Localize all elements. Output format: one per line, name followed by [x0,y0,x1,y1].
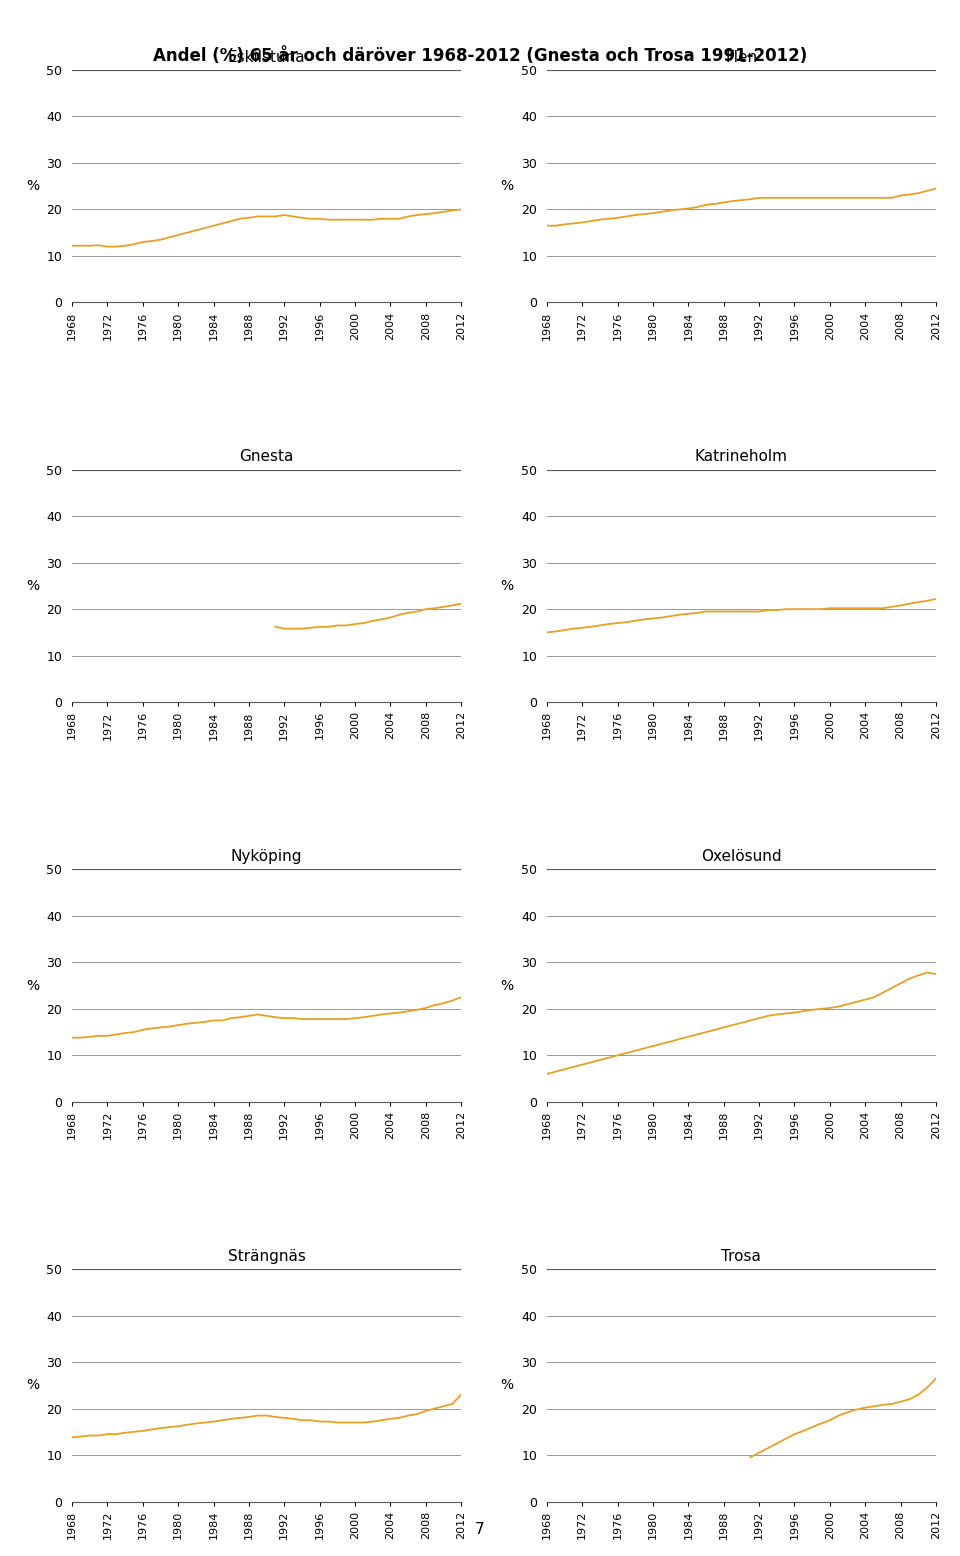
Y-axis label: %: % [500,979,514,993]
Y-axis label: %: % [500,179,514,193]
Y-axis label: %: % [26,179,39,193]
Title: Oxelösund: Oxelösund [701,850,781,864]
Y-axis label: %: % [500,1379,514,1393]
Y-axis label: %: % [26,1379,39,1393]
Title: Nyköping: Nyköping [230,850,302,864]
Y-axis label: %: % [500,579,514,593]
Text: Andel (%) 65 år och däröver 1968-2012 (Gnesta och Trosa 1991-2012): Andel (%) 65 år och däröver 1968-2012 (G… [153,47,807,65]
Y-axis label: %: % [26,979,39,993]
Y-axis label: %: % [26,579,39,593]
Title: Katrineholm: Katrineholm [695,450,788,464]
Title: Trosa: Trosa [722,1249,761,1263]
Title: Gnesta: Gnesta [239,450,294,464]
Text: 7: 7 [475,1522,485,1537]
Title: Eskilstuna: Eskilstuna [228,50,305,65]
Title: Strängnäs: Strängnäs [228,1249,305,1263]
Title: Flen: Flen [726,50,757,65]
